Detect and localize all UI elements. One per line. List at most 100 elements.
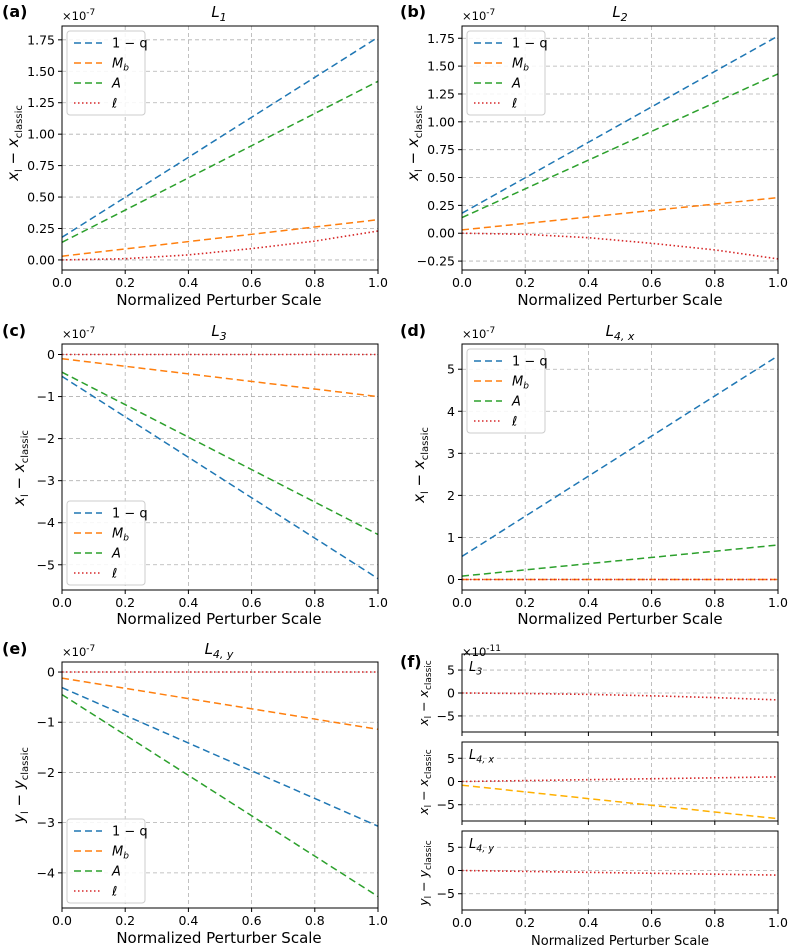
series-line-A (461, 544, 779, 577)
y-tick-label: 0 (447, 774, 455, 789)
x-tick-label: 0.0 (452, 595, 472, 610)
legend-label-A: A (511, 395, 521, 410)
x-tick-label: 0.0 (52, 275, 72, 290)
x-tick-label: 1.0 (768, 275, 788, 290)
ylabel-b: xl − xclassic (404, 105, 425, 182)
y-tick-label: 0.25 (427, 198, 455, 213)
legend-label-Mb: Mb (512, 375, 529, 392)
x-tick-label: 1.0 (768, 595, 788, 610)
legend-label-ell: ℓ (111, 97, 117, 112)
axes-f1: −5 0 5 L3 (437, 653, 779, 736)
series-line-1-q (61, 375, 379, 580)
x-tick-label: 0.8 (705, 595, 725, 610)
legend-label-ell: ℓ (111, 885, 117, 900)
x-tick-label: 0.0 (52, 595, 72, 610)
panel-title-b: L2 (612, 3, 627, 24)
legend-label-A: A (511, 77, 521, 92)
xlabel-c: Normalized Perturber Scale (116, 610, 321, 628)
x-tick-label: 0.2 (115, 595, 135, 610)
ylabel-f2: xl − xclassic (416, 749, 434, 816)
y-tick-label: 2 (447, 488, 455, 503)
series-line-1-q (461, 355, 779, 558)
x-tick-label: 0.0 (452, 275, 472, 290)
y-tick-label: −3 (37, 815, 55, 830)
axes-b: 0.0 0.2 0.4 0.6 0.8 1.0 −0.25 0.00 0.25 0.50 0.75 1… (417, 25, 788, 290)
y-tick-label: 0 (447, 863, 455, 878)
y-tick-label: −2 (37, 765, 55, 780)
axes-e: 0.0 0.2 0.4 0.6 0.8 1.0 −4 −3 −2 −1 0 1 − q Mb Aℓ (37, 661, 388, 928)
axes-c: 0.0 0.2 0.4 0.6 0.8 1.0 −5 −4 −3 −2 −1 0 1 − q Mb Aℓ (37, 343, 388, 610)
series-line-ell (461, 232, 779, 260)
x-tick-label: 0.2 (515, 275, 535, 290)
x-tick-label: 0.4 (578, 915, 598, 930)
xlabel-a: Normalized Perturber Scale (116, 291, 321, 309)
legend-label-A: A (111, 547, 121, 562)
x-tick-label: 0.8 (305, 595, 325, 610)
legend-label-1-q: 1 − q (512, 355, 548, 370)
axes-frame (61, 343, 379, 591)
y-tick-label: 1.25 (427, 86, 455, 101)
offset-text-f: ×10-11 (462, 644, 501, 659)
x-tick-label: 1.0 (368, 275, 388, 290)
xlabel-e: Normalized Perturber Scale (116, 929, 321, 947)
series-line-ell (461, 692, 779, 701)
x-tick-label: 0.8 (305, 275, 325, 290)
panel-label-a: (a) (2, 2, 27, 21)
series-line-A (61, 693, 379, 898)
subplot-label-f3: L4, y (469, 837, 494, 855)
y-tick-label: −5 (437, 708, 455, 723)
xlabel-f: Normalized Perturber Scale (531, 934, 709, 949)
legend-label-A: A (111, 865, 121, 880)
y-tick-label: 1.25 (27, 95, 55, 110)
y-tick-label: 0 (447, 572, 455, 587)
axes-d: 0.0 0.2 0.4 0.6 0.8 1.0 0 1 2 3 4 5 1 − q Mb Aℓ (447, 343, 788, 610)
ylabel-f3: yl − yclassic (416, 840, 434, 907)
xlabel-d: Normalized Perturber Scale (517, 610, 722, 628)
y-tick-label: −2 (37, 431, 55, 446)
legend-label-1-q: 1 − q (112, 507, 148, 522)
series-line-A (461, 73, 779, 219)
series-line-ell (61, 230, 379, 261)
y-tick-label: 5 (447, 751, 455, 766)
y-tick-label: 1.75 (427, 31, 455, 46)
series-line-Mb (61, 357, 379, 398)
y-tick-label: 3 (447, 446, 455, 461)
x-tick-label: 0.8 (705, 915, 725, 930)
y-tick-label: 1 (447, 530, 455, 545)
series-line-A (61, 80, 379, 243)
x-tick-label: 1.0 (368, 913, 388, 928)
y-tick-label: 0.50 (27, 190, 55, 205)
y-tick-label: 1.50 (427, 59, 455, 74)
panel-title-a: L1 (211, 3, 226, 24)
y-tick-label: 0.00 (27, 252, 55, 267)
y-tick-label: 0.75 (427, 142, 455, 157)
y-tick-label: 0 (47, 665, 55, 680)
plots-layer: 0.0 0.2 0.4 0.6 0.8 1.00.000.250.500.751.001.… (27, 25, 788, 930)
legend-label-ell: ℓ (511, 97, 517, 112)
series-line-A (61, 371, 379, 536)
y-tick-label: 1.00 (427, 114, 455, 129)
legend-label-1-q: 1 − q (112, 37, 148, 52)
y-tick-label: −4 (37, 515, 55, 530)
axes-f3: 0.0 0.2 0.4 0.6 0.8 1.0 −5 0 5 L4, y (437, 830, 788, 930)
series-line-ell (461, 776, 779, 783)
x-tick-label: 0.2 (515, 595, 535, 610)
legend-box (466, 30, 546, 116)
series-line-1-q (461, 35, 779, 214)
y-tick-label: −5 (437, 797, 455, 812)
legend-label-Mb: Mb (112, 845, 129, 862)
series-line-1-q (61, 686, 379, 827)
x-tick-label: 0.2 (515, 915, 535, 930)
y-tick-label: −1 (37, 715, 55, 730)
y-tick-label: 1.00 (27, 127, 55, 142)
axes-f2: −5 0 5 L4, x (437, 741, 779, 825)
x-tick-label: 0.6 (242, 275, 262, 290)
series-line-1-q (61, 36, 379, 238)
panel-title-c: L3 (211, 322, 226, 343)
xlabel-b: Normalized Perturber Scale (517, 291, 722, 309)
ylabel-f1: xl − xclassic (416, 660, 434, 727)
x-tick-label: 0.0 (52, 913, 72, 928)
x-tick-label: 0.8 (305, 913, 325, 928)
axes-frame (461, 25, 779, 271)
ylabel-c: xl − xclassic (10, 430, 31, 507)
